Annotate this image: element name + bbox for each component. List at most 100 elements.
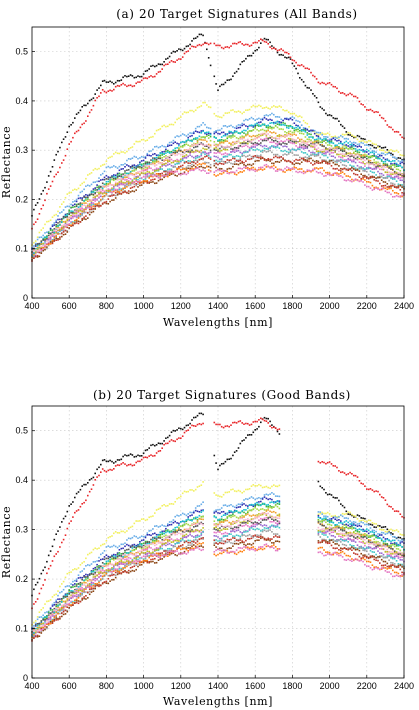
data-point [336,148,338,151]
data-point [165,152,167,154]
data-point [386,177,389,179]
data-point [85,565,87,567]
data-point [154,157,156,159]
data-point [239,111,242,113]
data-point [366,168,368,170]
data-point [241,162,243,164]
data-point [68,213,70,215]
data-point [248,146,251,149]
data-point [44,236,46,238]
data-point [98,87,100,89]
y-tick-label: 0 [23,293,28,303]
data-point [122,151,124,153]
data-point [194,162,197,165]
data-point [274,48,277,50]
data-point [57,598,59,600]
data-point [245,160,247,162]
data-point [133,76,136,79]
data-point [273,47,275,49]
data-point [176,59,178,61]
data-point [263,133,266,136]
data-point [111,90,113,92]
data-point [100,198,102,201]
data-point [380,175,383,178]
data-point [237,126,240,129]
data-point [165,528,167,530]
data-point [68,125,70,128]
data-point [215,169,217,172]
data-point [167,57,169,60]
data-point [349,152,351,154]
data-point [274,155,277,158]
data-point [349,520,351,522]
data-point [127,84,130,87]
data-point [68,143,70,145]
data-point [321,138,323,141]
data-point [70,221,72,223]
data-point [77,567,80,569]
data-point [362,154,364,156]
data-point [174,520,176,523]
data-point [375,143,377,146]
data-point [269,493,271,495]
data-point [248,168,251,170]
data-point [250,140,253,143]
data-point [245,144,247,147]
data-point [144,164,147,167]
data-point [219,512,221,515]
data-point [299,156,301,159]
data-point [74,132,76,135]
data-point [254,420,256,423]
data-point [367,532,370,535]
data-point [127,177,130,179]
data-point [247,155,249,157]
data-point [358,515,361,517]
data-point [217,508,219,511]
data-point [53,601,56,604]
data-point [98,474,100,477]
data-point [81,217,83,220]
data-point [228,125,230,127]
data-point [137,183,139,185]
data-point [38,255,41,258]
data-point [68,211,70,213]
data-point [323,169,325,172]
data-point [233,163,236,165]
data-point [124,545,126,548]
data-point [286,154,288,156]
data-point [271,162,273,165]
data-point [64,515,67,518]
data-point [392,184,394,187]
data-point [271,485,273,488]
data-point [332,136,335,138]
data-point [79,109,82,112]
data-point [254,126,256,128]
data-point [399,179,402,181]
data-point [326,171,329,174]
data-point [98,196,100,198]
data-point [189,109,191,112]
data-point [187,513,189,515]
data-point [248,54,251,57]
data-point [278,105,281,107]
data-point [207,137,210,139]
data-point [167,523,169,525]
data-point [308,169,310,172]
data-point [187,150,189,153]
data-point [88,564,91,567]
data-point [161,152,163,154]
data-point [312,129,314,132]
data-point [380,179,383,181]
data-point [245,57,247,60]
data-point [185,161,188,163]
data-point [373,188,375,191]
data-point [286,135,288,137]
data-point [274,161,277,163]
data-point [180,48,182,51]
data-point [393,186,396,188]
data-point [165,175,167,177]
data-point [390,176,392,178]
data-point [323,82,325,85]
data-point [79,215,82,218]
data-point [163,61,165,63]
